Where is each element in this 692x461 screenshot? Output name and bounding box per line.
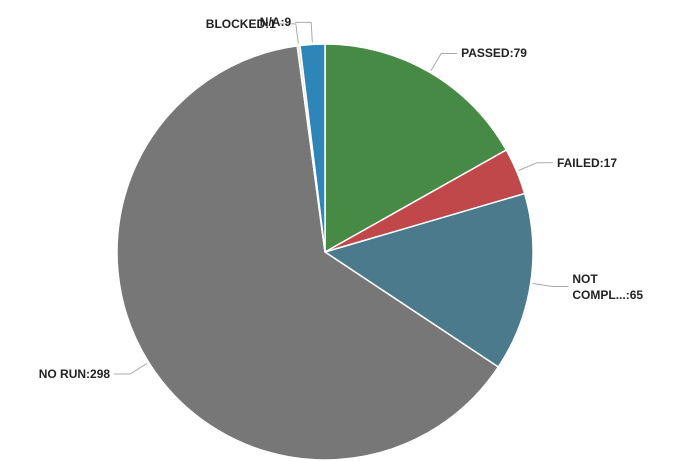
slice-value: 9 xyxy=(284,15,292,30)
slice-category: N/A: xyxy=(259,15,285,30)
slice-category: PASSED: xyxy=(461,46,514,61)
pie-slice xyxy=(323,192,534,369)
slice-value: 298 xyxy=(90,367,111,382)
leader-line xyxy=(430,52,458,71)
leader-line xyxy=(518,162,553,171)
pie-slice xyxy=(324,43,508,254)
slice-category: BLOCKED: xyxy=(205,16,270,31)
slice-value: 1 xyxy=(269,16,276,31)
slice-label: N/A:9 xyxy=(260,14,291,30)
leader-line xyxy=(114,363,148,375)
pie-slice xyxy=(116,45,500,461)
slice-value: 17 xyxy=(603,155,617,170)
leader-line xyxy=(279,23,299,44)
leader-line xyxy=(295,21,313,43)
slice-value: 65 xyxy=(629,287,644,302)
slice-label: NO RUN:298 xyxy=(39,366,110,382)
slice-label: FAILED:17 xyxy=(557,155,617,171)
leader-line xyxy=(532,283,569,288)
slice-label: PASSED:79 xyxy=(461,45,527,61)
slice-label: NOT COMPL...:65 xyxy=(572,271,646,303)
slice-value: 79 xyxy=(513,46,527,61)
pie-slice xyxy=(299,43,326,253)
slice-category: FAILED: xyxy=(556,155,604,170)
slice-category: NO RUN: xyxy=(38,367,91,382)
slice-label: BLOCKED:1 xyxy=(206,16,276,32)
slice-category: NOT COMPL...: xyxy=(572,271,630,302)
